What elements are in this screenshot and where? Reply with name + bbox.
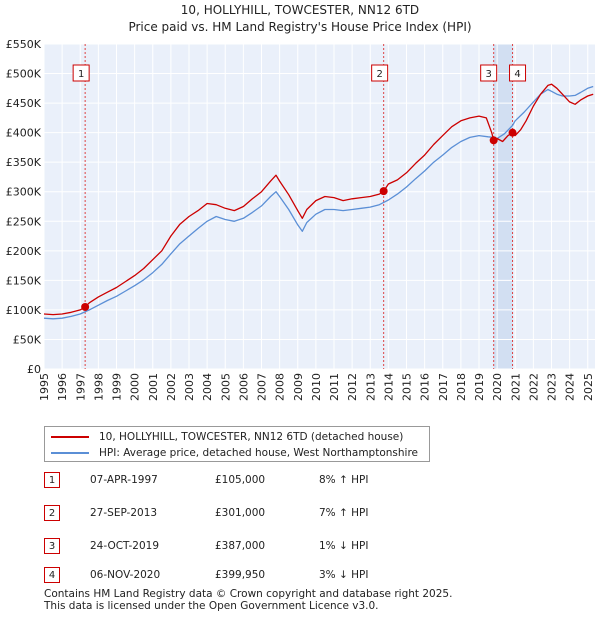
x-tick-label: 2024 [564,373,577,401]
y-tick-label: £350K [6,156,42,169]
x-tick-label: 2020 [491,373,504,401]
x-tick-label: 2000 [129,373,142,401]
x-tick-label: 2021 [509,373,522,401]
y-tick-label: £50K [13,333,42,346]
y-tick-label: £550K [6,38,42,51]
sale-number-box [480,64,498,82]
chart-subtitle: Price paid vs. HM Land Registry's House … [128,20,471,34]
y-tick-label: £100K [6,304,42,317]
x-tick-label: 2013 [364,373,377,401]
x-tick-label: 1996 [56,373,69,401]
x-tick-label: 1999 [111,373,124,401]
x-tick-label: 2011 [328,373,341,401]
legend-label-property: 10, HOLLYHILL, TOWCESTER, NN12 6TD (deta… [99,431,404,443]
legend-item-hpi: HPI: Average price, detached house, West… [51,445,418,461]
hpi-line [43,85,594,320]
y-tick-label: £500K [6,68,42,81]
x-tick-label: 2012 [346,373,359,401]
footer-line: Contains HM Land Registry data © Crown c… [44,588,453,600]
sale-hpi-change: 1% ↓ HPI [319,540,369,552]
y-tick-label: £150K [6,274,42,287]
x-tick-label: 2002 [165,373,178,401]
sale-row: 4 06-NOV-2020 £399,950 3% ↓ HPI [44,567,444,585]
x-tick-label: 2005 [219,373,232,401]
legend-item-property: 10, HOLLYHILL, TOWCESTER, NN12 6TD (deta… [51,429,403,445]
sale-hpi-change: 7% ↑ HPI [319,507,369,519]
y-tick-label: £250K [6,215,42,228]
x-tick-label: 2009 [292,373,305,401]
x-tick-label: 1997 [74,373,87,401]
sale-row: 1 07-APR-1997 £105,000 8% ↑ HPI [44,472,444,490]
price-chart: 10, HOLLYHILL, TOWCESTER, NN12 6TD Price… [6,3,595,401]
x-tick-label: 2003 [183,373,196,401]
sale-row: 2 27-SEP-2013 £301,000 7% ↑ HPI [44,505,444,523]
legend: 10, HOLLYHILL, TOWCESTER, NN12 6TD (deta… [44,426,430,462]
footer-line: This data is licensed under the Open Gov… [44,600,379,612]
footer-attribution: Contains HM Land Registry data © Crown c… [44,588,452,612]
x-tick-label: 1995 [38,373,51,401]
x-tick-label: 2023 [546,373,559,401]
sale-number-box [509,64,527,82]
x-tick-label: 2007 [256,373,269,401]
sale-price: £105,000 [215,474,266,486]
sale-number-box [371,64,389,82]
sale-hpi-change: 3% ↓ HPI [319,569,369,581]
sale-price: £399,950 [215,569,266,581]
y-tick-label: £300K [6,186,42,199]
sale-number-badge: 3 [44,538,60,554]
x-tick-label: 2015 [401,373,414,401]
legend-line-property [51,436,89,438]
y-tick-label: £200K [6,245,42,258]
sale-date: 27-SEP-2013 [90,507,158,519]
x-tick-label: 2008 [274,373,287,401]
sale-number-label: 2 [376,69,382,80]
sale-number-badge: 1 [44,472,60,488]
chart-title: 10, HOLLYHILL, TOWCESTER, NN12 6TD [181,3,419,17]
x-tick-label: 2006 [237,373,250,401]
y-tick-label: £450K [6,97,42,110]
sale-point [81,302,90,311]
sale-price: £387,000 [215,540,266,552]
sale-period-shade [493,44,513,369]
x-tick-label: 2010 [310,373,323,401]
sale-number-label: 1 [78,69,84,80]
sale-hpi-change: 8% ↑ HPI [319,474,369,486]
property-price-line [43,83,594,316]
x-tick-label: 2001 [147,373,160,401]
sale-number-label: 4 [514,69,520,80]
sale-number-box [72,64,90,82]
sale-date: 07-APR-1997 [90,474,158,486]
y-tick-label: £0 [27,363,41,376]
x-tick-label: 2004 [201,373,214,401]
x-tick-label: 2025 [582,373,595,401]
sale-number-badge: 2 [44,505,60,521]
x-tick-label: 2018 [455,373,468,401]
x-tick-label: 2019 [473,373,486,401]
legend-label-hpi: HPI: Average price, detached house, West… [99,447,418,459]
sale-point [508,128,517,137]
x-tick-label: 2014 [382,373,395,401]
x-tick-label: 1998 [92,373,105,401]
sale-number-badge: 4 [44,567,60,583]
sale-row: 3 24-OCT-2019 £387,000 1% ↓ HPI [44,538,444,556]
sale-point [489,136,498,145]
sale-date: 24-OCT-2019 [90,540,159,552]
sale-point [379,187,388,196]
x-tick-label: 2017 [437,373,450,401]
sale-date: 06-NOV-2020 [90,569,161,581]
x-tick-label: 2016 [419,373,432,401]
x-tick-label: 2022 [527,373,540,401]
y-tick-label: £400K [6,127,42,140]
sale-number-label: 3 [485,69,491,80]
sale-price: £301,000 [215,507,266,519]
legend-line-hpi [51,452,89,454]
